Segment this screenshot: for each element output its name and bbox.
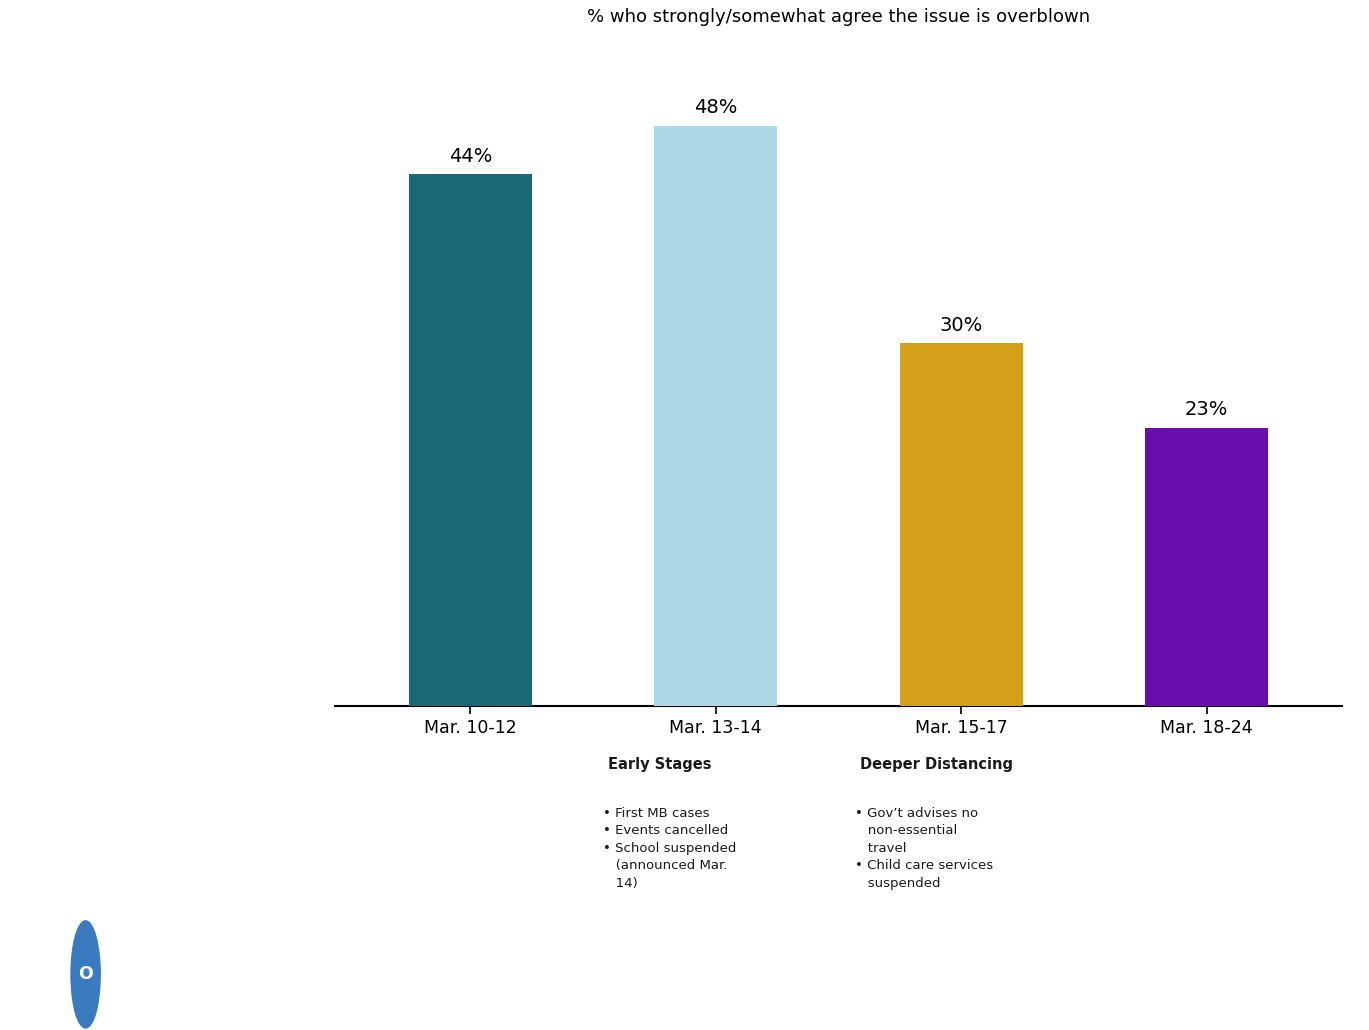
Text: Early Stages: Early Stages [608, 757, 712, 772]
Text: 23%: 23% [1186, 401, 1228, 419]
Bar [654, 126, 778, 706]
Text: Pre-Pandemic: Pre-Pandemic [357, 757, 471, 772]
Text: • Prior to cases
   being reported in
   Manitoba
• Public activities still
   u: • Prior to cases being reported in Manit… [352, 806, 496, 890]
Bar [409, 174, 531, 706]
Text: PR: PR [25, 965, 52, 984]
Bar [899, 343, 1023, 706]
Text: CO1b. “The COVID-19 virus (also known as coronavirus) emerged earlier this year : CO1b. “The COVID-19 virus (also known as… [25, 520, 1369, 530]
Circle shape [71, 921, 100, 1028]
Text: 44%: 44% [449, 146, 491, 166]
Text: • First MB cases
• Events cancelled
• School suspended
   (announced Mar.
   14): • First MB cases • Events cancelled • Sc… [604, 806, 737, 890]
Text: RESEARCH INC.: RESEARCH INC. [138, 965, 279, 984]
Text: BE: BE [108, 965, 133, 984]
Text: Base: All respondents (N=1,000): Base: All respondents (N=1,000) [25, 891, 231, 904]
Text: MANITOBANS
LESS LIKELY TO
THINK THE ISSUE
IS OVERBLOW AS
RESTRICTIONS
CAME INTO
: MANITOBANS LESS LIKELY TO THINK THE ISSU… [25, 31, 275, 231]
Text: Tight Restrictions: Tight Restrictions [1112, 757, 1259, 772]
Text: Deeper Distancing: Deeper Distancing [860, 757, 1013, 772]
Text: • Canada-U.S.
   border closed to
   non-essential
   travel: • Canada-U.S. border closed to non-essen… [1106, 806, 1228, 872]
Text: 30%: 30% [939, 316, 983, 335]
Text: O: O [78, 965, 93, 984]
Text: • Gov’t advises no
   non-essential
   travel
• Child care services
   suspended: • Gov’t advises no non-essential travel … [854, 806, 993, 890]
Bar [1146, 427, 1268, 706]
Title: % who strongly/somewhat agree the issue is overblown: % who strongly/somewhat agree the issue … [587, 8, 1090, 26]
Text: 48%: 48% [694, 98, 738, 117]
